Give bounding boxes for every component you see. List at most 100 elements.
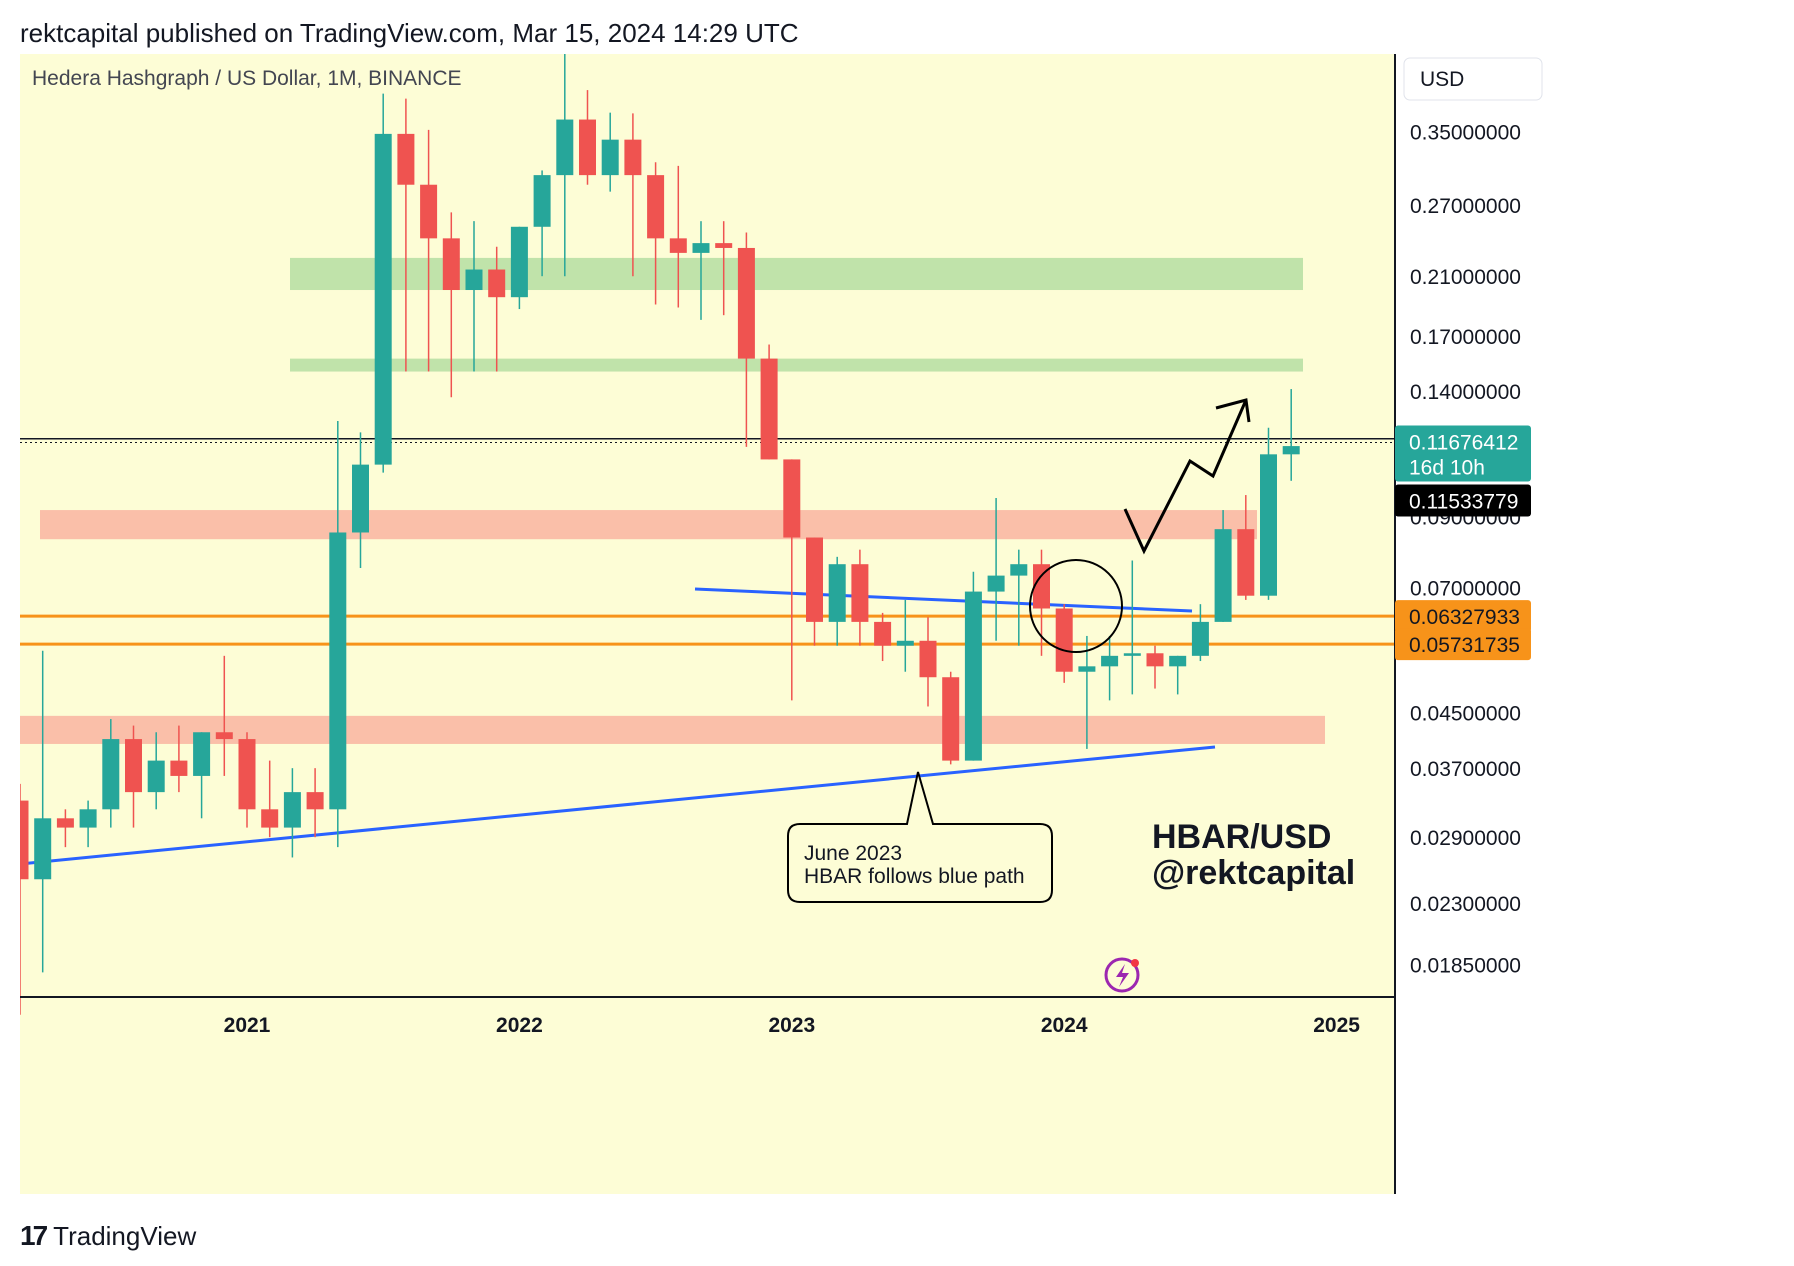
candle-body — [715, 243, 733, 248]
candle — [215, 655, 233, 776]
candle-body — [374, 133, 392, 465]
x-tick-label: 2022 — [496, 1014, 543, 1037]
candle — [397, 98, 415, 372]
candle — [919, 617, 937, 707]
candle — [374, 93, 392, 473]
candle-body — [1033, 564, 1050, 609]
candle — [193, 732, 211, 819]
candle — [442, 212, 460, 398]
candle-body — [896, 640, 914, 646]
candle-body — [147, 760, 165, 793]
candle — [34, 650, 52, 973]
x-tick-label: 2023 — [768, 1014, 815, 1037]
candle — [238, 732, 256, 828]
zones-layer — [20, 257, 1325, 744]
x-tick-label: 2024 — [1041, 1014, 1088, 1037]
candle-body — [624, 139, 642, 176]
candle-body — [987, 575, 1005, 592]
footer-brand[interactable]: 17 TradingView — [20, 1220, 196, 1252]
candle — [828, 556, 846, 646]
candle — [579, 90, 596, 185]
candle-body — [783, 459, 801, 538]
current-price-label-text: 16d 10h — [1409, 457, 1485, 480]
candle — [1101, 635, 1119, 701]
candle-body — [215, 732, 233, 740]
orange-level-label: 0.05731735 — [1395, 628, 1531, 661]
candle — [1033, 549, 1050, 656]
candle-body — [1169, 655, 1187, 667]
candle-body — [1191, 621, 1209, 656]
candle-body — [170, 760, 188, 776]
y-tick-label: 0.17000000 — [1410, 326, 1521, 349]
candle — [806, 537, 823, 646]
currency-button[interactable]: USD — [1403, 57, 1543, 101]
trendlines-layer — [19, 587, 1216, 866]
current-price-label-text: 0.11676412 — [1409, 432, 1518, 455]
candle-body — [692, 243, 710, 253]
chart-title: Hedera Hashgraph / US Dollar, 1M, BINANC… — [32, 67, 462, 90]
candle-body — [1146, 653, 1164, 667]
candle — [125, 725, 142, 828]
candle — [306, 768, 324, 838]
candle-body — [261, 809, 279, 828]
annotation-callout — [787, 771, 1053, 903]
candle-body — [420, 184, 438, 239]
support-zone — [40, 510, 1257, 540]
candle-body — [11, 800, 29, 880]
candle — [942, 671, 960, 765]
candle-body — [828, 564, 846, 622]
candle — [601, 112, 619, 192]
candle — [851, 549, 869, 646]
candle-body — [1214, 529, 1232, 622]
candle-body — [102, 739, 120, 810]
candle-body — [806, 537, 823, 622]
candle-body — [488, 269, 506, 298]
candle — [102, 719, 120, 828]
candle-body — [556, 119, 574, 176]
candle-body — [1123, 653, 1141, 656]
candle-body — [647, 175, 665, 239]
candle-body — [919, 640, 937, 678]
candle — [1078, 635, 1096, 749]
close-price-label: 0.11533779 — [1395, 484, 1531, 517]
publish-header: rektcapital published on TradingView.com… — [20, 18, 799, 48]
orange-level-label-box — [1395, 628, 1531, 661]
candles-layer — [11, 54, 1300, 1015]
candle — [760, 344, 778, 460]
candle-body — [601, 139, 619, 176]
watermark-pair: HBAR/USD — [1152, 818, 1331, 856]
candle — [533, 170, 551, 277]
candle-body — [942, 677, 960, 761]
candle — [715, 221, 733, 316]
y-tick-label: 0.03700000 — [1410, 758, 1521, 781]
projected-path-arrow — [1123, 399, 1248, 555]
candle-body — [56, 818, 74, 828]
x-tick-label: 2025 — [1313, 1014, 1360, 1037]
candle-body — [1010, 564, 1028, 576]
candle-body — [79, 809, 97, 828]
orange-level-label-text: 0.06327933 — [1409, 606, 1520, 629]
candle — [1123, 560, 1141, 695]
candle-body — [34, 818, 52, 880]
candle-body — [1282, 446, 1300, 455]
candle — [874, 612, 892, 662]
candle — [1010, 549, 1028, 646]
y-tick-label: 0.04500000 — [1410, 703, 1521, 726]
candle — [1282, 389, 1300, 481]
candle-body — [1237, 529, 1255, 596]
candle — [465, 221, 483, 372]
y-tick-label: 0.14000000 — [1410, 381, 1521, 404]
currency-button-label[interactable]: USD — [1420, 68, 1464, 91]
candle-body — [1055, 608, 1073, 672]
y-tick-label: 0.02900000 — [1410, 827, 1521, 850]
candle — [556, 54, 574, 277]
y-tick-label: 0.21000000 — [1410, 266, 1521, 289]
candle-body — [874, 621, 892, 646]
candle-body — [329, 532, 347, 810]
x-tick-label: 2021 — [224, 1014, 271, 1037]
candle-body — [352, 464, 369, 533]
orange-level-label: 0.06327933 — [1395, 600, 1531, 633]
resistance-zone — [290, 358, 1303, 372]
candle — [147, 732, 165, 810]
